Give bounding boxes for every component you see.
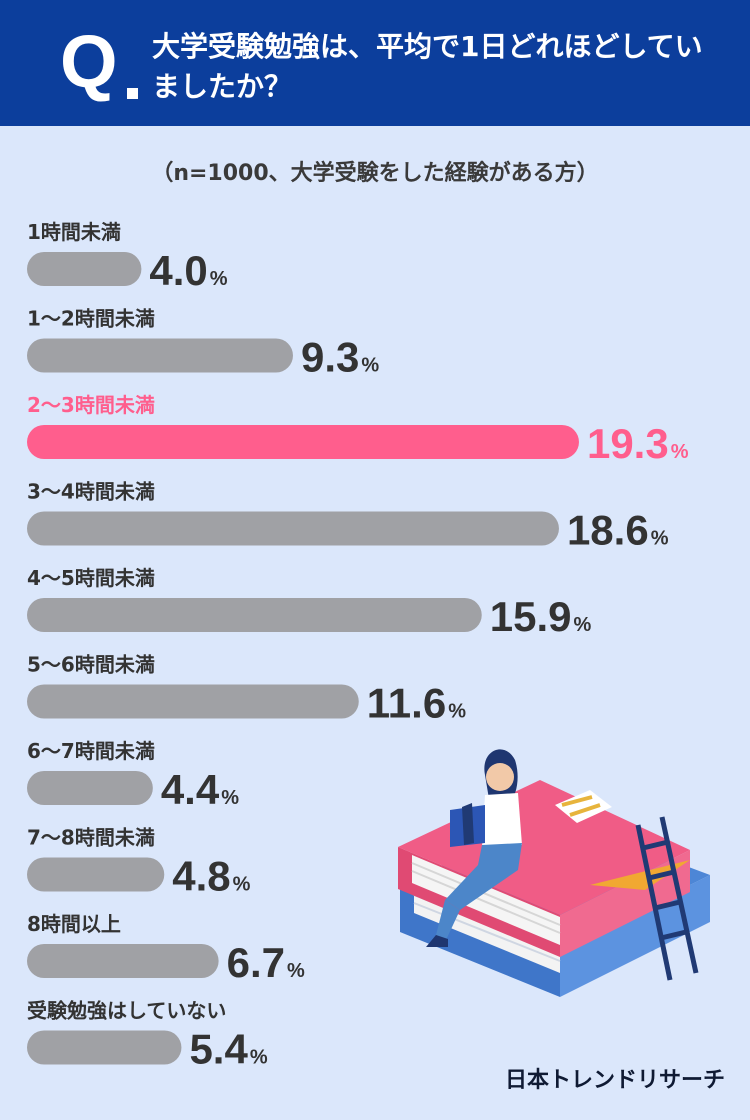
bar-value-label: 4.8% <box>172 853 250 900</box>
bar-value-unit: % <box>448 701 466 723</box>
student-reading-books-illustration <box>398 749 710 997</box>
question-text: 大学受験勉強は、平均で1日どれほどしていましたか？ <box>152 30 703 103</box>
q-mark: Q <box>60 20 118 103</box>
bar-label: 4〜5時間未満 <box>27 566 155 590</box>
bar-label: 7〜8時間未満 <box>27 826 155 850</box>
bar <box>27 771 153 805</box>
bar-value-unit: % <box>573 614 591 636</box>
sample-note: （n=1000、大学受験をした経験がある方） <box>151 161 599 186</box>
bar-value-label: 4.4% <box>161 766 239 813</box>
bar-value-unit: % <box>361 355 379 377</box>
bar <box>27 857 165 892</box>
bar-value-number: 4.0 <box>149 247 207 294</box>
bar <box>27 511 559 546</box>
bar-label: 3〜4時間未満 <box>27 480 155 504</box>
bar-label: 6〜7時間未満 <box>27 739 155 763</box>
bar-label: 5〜6時間未満 <box>27 653 155 677</box>
bar-value-unit: % <box>233 874 251 896</box>
bar <box>27 944 219 978</box>
bar-value-number: 4.4 <box>161 766 220 813</box>
bar-value-label: 18.6% <box>567 507 669 554</box>
bar-value-unit: % <box>671 441 689 463</box>
bar-value-label: 5.4% <box>189 1026 267 1073</box>
bar-value-number: 19.3 <box>587 420 669 467</box>
bar-value-number: 18.6 <box>567 507 649 554</box>
bar-value-unit: % <box>221 787 239 809</box>
ladder-icon <box>635 816 699 981</box>
bar-value-label: 11.6% <box>367 680 466 727</box>
bar-value-label: 6.7% <box>227 939 305 986</box>
bar-label: 2〜3時間未満 <box>27 393 155 417</box>
bar <box>27 598 482 632</box>
bar-value-number: 6.7 <box>227 939 285 986</box>
bar-label: 受験勉強はしていない <box>27 999 226 1023</box>
bar <box>27 338 293 373</box>
question-header: Q 大学受験勉強は、平均で1日どれほどしていましたか？ <box>0 0 750 126</box>
student-icon <box>426 749 522 947</box>
q-dot <box>127 88 138 99</box>
bar-value-label: 15.9% <box>490 593 592 640</box>
bar-value-number: 11.6 <box>367 680 446 727</box>
bar-value-number: 15.9 <box>490 593 572 640</box>
bar-value-label: 9.3% <box>301 334 379 381</box>
bar <box>27 425 579 459</box>
bar <box>27 1030 182 1065</box>
bar-value-label: 19.3% <box>587 420 689 467</box>
bar-value-unit: % <box>250 1047 268 1069</box>
bar-value-number: 9.3 <box>301 334 359 381</box>
bar-value-unit: % <box>651 528 669 550</box>
brand-logo: 日本トレンドリサーチ <box>504 1068 725 1093</box>
bar-value-number: 4.8 <box>172 853 230 900</box>
bar-label: 8時間以上 <box>27 912 121 936</box>
bar <box>27 252 142 286</box>
bar-label: 1時間未満 <box>27 220 121 244</box>
bar-value-unit: % <box>287 960 305 982</box>
bar <box>27 684 359 719</box>
bar-value-label: 4.0% <box>149 247 227 294</box>
bar-value-number: 5.4 <box>189 1026 248 1073</box>
bar-label: 1〜2時間未満 <box>27 307 155 331</box>
bar-value-unit: % <box>210 268 228 290</box>
